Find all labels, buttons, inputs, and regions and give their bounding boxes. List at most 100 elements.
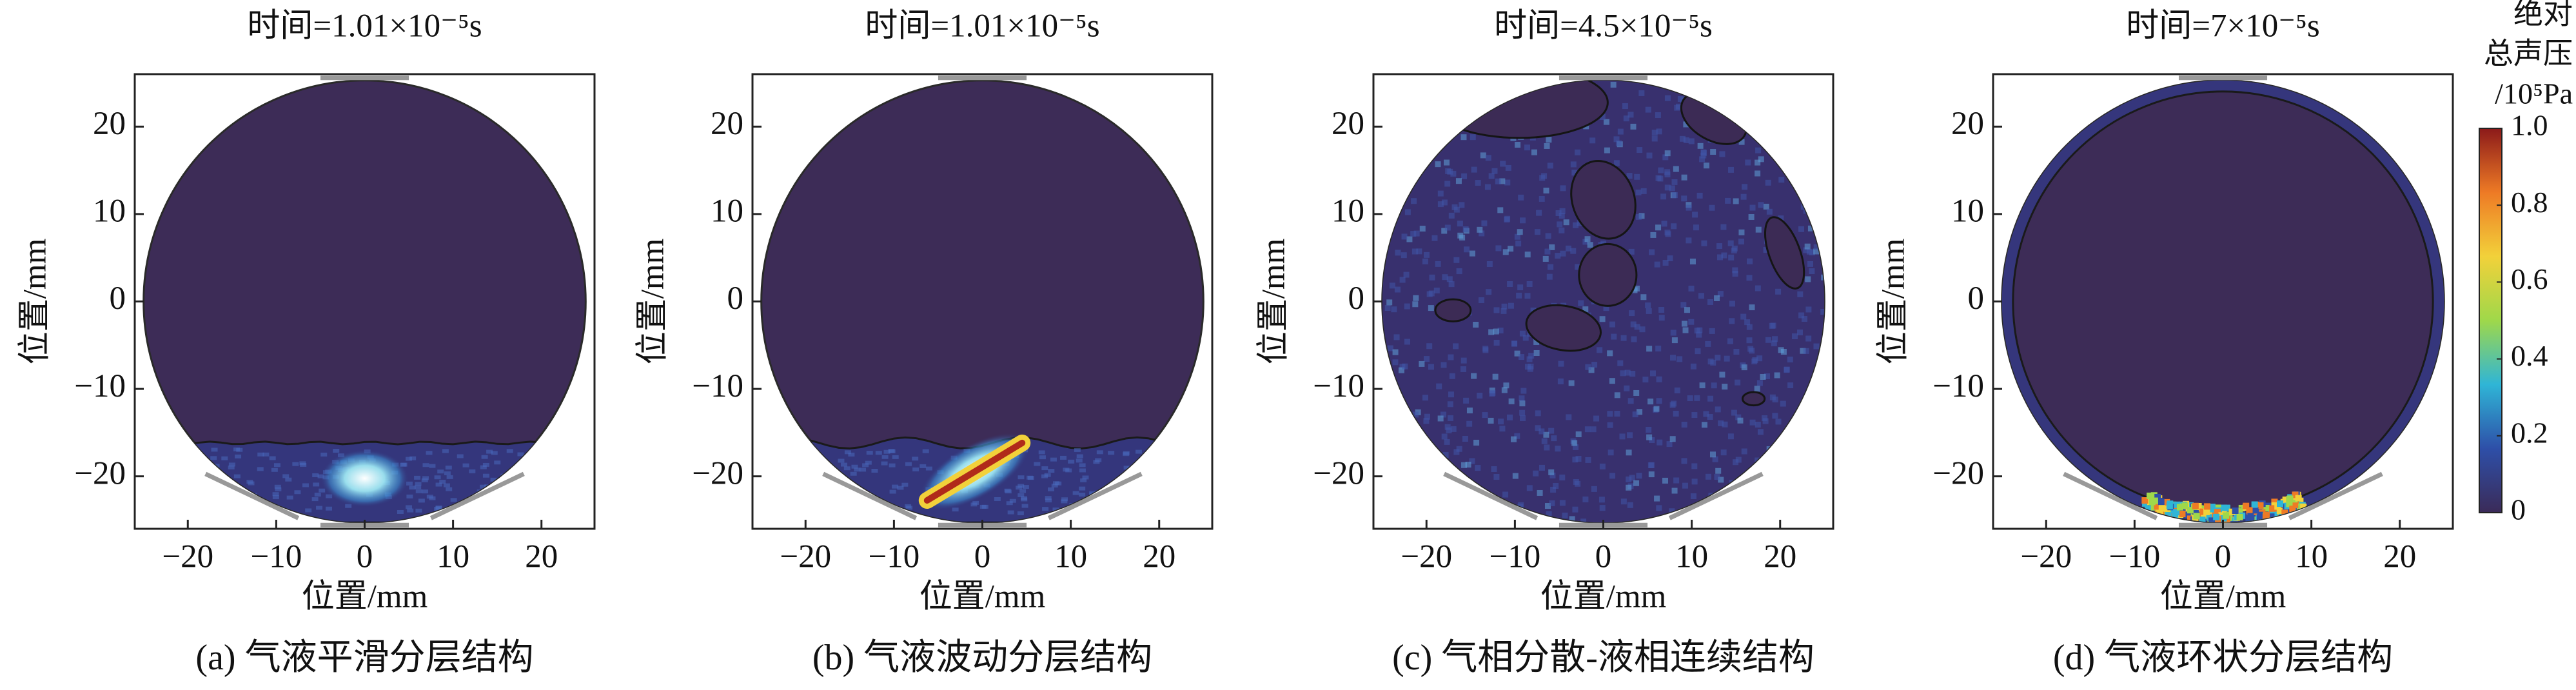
- pressure-speckle: [1477, 226, 1483, 233]
- pressure-speckle: [1664, 184, 1671, 191]
- pressure-speckle: [282, 474, 290, 478]
- pressure-speckle: [1746, 324, 1753, 330]
- pressure-speckle: [272, 492, 279, 497]
- pressure-speckle: [1623, 115, 1629, 122]
- pressure-speckle: [1733, 348, 1740, 355]
- pressure-speckle: [1655, 224, 1662, 231]
- pressure-speckle: [1681, 174, 1687, 181]
- pressure-speckle: [236, 448, 243, 452]
- pressure-speckle: [1742, 184, 1748, 190]
- pressure-speckle: [1728, 254, 1735, 261]
- pressure-speckle: [1123, 466, 1130, 470]
- pressure-speckle: [1575, 264, 1581, 270]
- pressure-speckle: [2257, 502, 2264, 509]
- pressure-speckle: [1063, 468, 1070, 472]
- pressure-speckle: [1765, 179, 1771, 186]
- pressure-speckle: [1599, 316, 1606, 322]
- pressure-speckle: [1508, 246, 1514, 252]
- pressure-speckle: [892, 484, 899, 489]
- pressure-speckle: [1485, 155, 1491, 161]
- pressure-speckle: [1800, 348, 1806, 354]
- pressure-speckle: [1707, 299, 1713, 305]
- pressure-speckle: [269, 456, 276, 460]
- pressure-speckle: [1639, 326, 1646, 333]
- pressure-speckle: [1548, 264, 1554, 270]
- pressure-speckle: [1662, 477, 1669, 484]
- pressure-speckle: [480, 465, 487, 469]
- pressure-speckle: [1712, 456, 1718, 462]
- pressure-speckle: [1755, 170, 1761, 177]
- pressure-speckle: [1597, 347, 1603, 353]
- colorbar-tick-label: 0.2: [2511, 416, 2548, 449]
- pressure-speckle: [1628, 248, 1635, 255]
- pressure-speckle: [1707, 359, 1714, 365]
- pressure-speckle: [1769, 322, 1775, 329]
- pressure-speckle: [1820, 309, 1825, 315]
- pressure-speckle: [1740, 193, 1747, 200]
- pressure-speckle: [1646, 308, 1652, 314]
- pressure-speckle: [1402, 363, 1408, 370]
- pressure-speckle: [1646, 346, 1653, 352]
- pressure-speckle: [1807, 261, 1813, 267]
- pressure-speckle: [1674, 387, 1680, 393]
- pressure-speckle: [415, 489, 422, 493]
- pressure-speckle: [1703, 411, 1709, 417]
- pressure-speckle: [970, 502, 978, 507]
- pressure-speckle: [1658, 315, 1665, 321]
- pressure-speckle: [994, 497, 1001, 501]
- pressure-speckle: [1449, 373, 1455, 379]
- pressure-speckle: [1671, 223, 1677, 230]
- pressure-speckle: [1635, 189, 1642, 195]
- pressure-speckle: [1387, 345, 1393, 351]
- pressure-speckle: [211, 448, 218, 452]
- pressure-speckle: [1411, 248, 1418, 255]
- pressure-speckle: [1626, 173, 1633, 179]
- x-tick-label: 10: [1054, 539, 1087, 575]
- pressure-speckle: [1486, 289, 1492, 295]
- pressure-speckle: [1041, 466, 1048, 471]
- pressure-speckle: [1627, 502, 1633, 508]
- pressure-speckle: [1519, 330, 1526, 337]
- pressure-speckle: [2263, 505, 2270, 512]
- pressure-speckle: [1646, 152, 1653, 159]
- pressure-speckle: [482, 462, 489, 467]
- pressure-speckle: [925, 466, 932, 471]
- pressure-speckle: [1731, 409, 1737, 416]
- gas-bubble: [1570, 160, 1637, 240]
- pressure-speckle: [1448, 212, 1455, 219]
- pressure-speckle: [850, 471, 857, 476]
- pressure-speckle: [1664, 95, 1671, 101]
- y-tick-label: −20: [1313, 455, 1364, 491]
- transducer: [429, 471, 525, 520]
- pressure-speckle: [1437, 190, 1444, 197]
- pressure-speckle: [444, 471, 451, 476]
- pressure-speckle: [409, 456, 417, 460]
- transducer: [1443, 471, 1539, 520]
- pressure-speckle: [1733, 459, 1739, 466]
- pressure-speckle: [2163, 498, 2170, 506]
- colorbar-tick-label: 0.6: [2511, 262, 2548, 295]
- pressure-speckle: [1631, 336, 1637, 342]
- pressure-speckle: [1563, 219, 1569, 226]
- pressure-speckle: [1423, 356, 1430, 362]
- pressure-speckle: [1575, 431, 1582, 438]
- pressure-streak: [923, 439, 1026, 504]
- pressure-speckle: [1039, 455, 1046, 460]
- x-tick-label: −20: [1401, 539, 1452, 575]
- pressure-speckle: [1784, 366, 1790, 373]
- panel-caption: (c) 气相分散-液相连续结构: [1392, 638, 1814, 678]
- pressure-speckle: [2147, 492, 2154, 499]
- pressure-speckle: [1539, 175, 1546, 181]
- pressure-speckle: [1704, 163, 1710, 169]
- pressure-speckle: [1656, 505, 1662, 511]
- pressure-speckle: [1423, 418, 1430, 424]
- pressure-speckle: [1547, 163, 1553, 169]
- pressure-speckle: [1701, 240, 1707, 246]
- pressure-speckle: [406, 494, 413, 498]
- pressure-speckle: [843, 466, 850, 471]
- pressure-speckle: [422, 476, 429, 480]
- pressure-speckle: [1607, 411, 1613, 417]
- pressure-speckle: [1682, 482, 1688, 489]
- pressure-speckle: [1620, 335, 1627, 341]
- pressure-speckle: [1709, 451, 1716, 458]
